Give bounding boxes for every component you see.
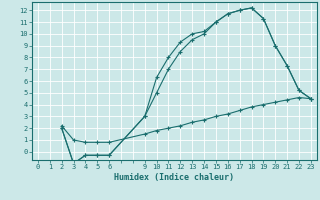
X-axis label: Humidex (Indice chaleur): Humidex (Indice chaleur) <box>115 173 234 182</box>
